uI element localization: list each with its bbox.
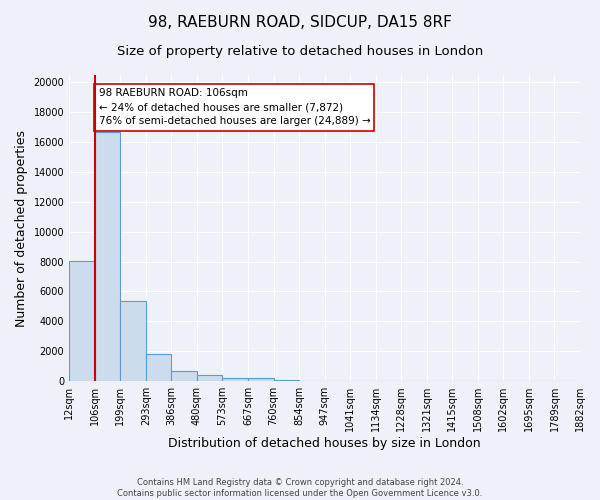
Bar	[223, 378, 248, 381]
Text: Size of property relative to detached houses in London: Size of property relative to detached ho…	[117, 45, 483, 58]
X-axis label: Distribution of detached houses by size in London: Distribution of detached houses by size …	[168, 437, 481, 450]
Text: 98, RAEBURN ROAD, SIDCUP, DA15 8RF: 98, RAEBURN ROAD, SIDCUP, DA15 8RF	[148, 15, 452, 30]
Bar	[197, 376, 223, 381]
Text: 98 RAEBURN ROAD: 106sqm
← 24% of detached houses are smaller (7,872)
76% of semi: 98 RAEBURN ROAD: 106sqm ← 24% of detache…	[98, 88, 370, 126]
Bar	[146, 354, 172, 381]
Bar	[172, 370, 197, 381]
Bar	[274, 380, 299, 381]
Bar	[248, 378, 274, 381]
Text: Contains HM Land Registry data © Crown copyright and database right 2024.
Contai: Contains HM Land Registry data © Crown c…	[118, 478, 482, 498]
Bar	[120, 301, 146, 381]
Bar	[69, 261, 95, 381]
Y-axis label: Number of detached properties: Number of detached properties	[15, 130, 28, 326]
Bar	[95, 132, 120, 381]
